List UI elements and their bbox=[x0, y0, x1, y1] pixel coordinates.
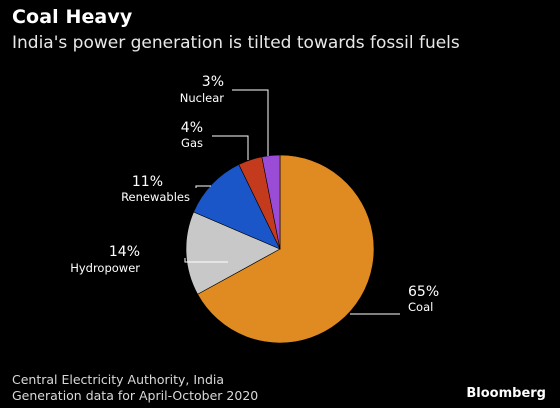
pie-slice-renewables bbox=[193, 164, 281, 250]
value-label-renewables: 11% bbox=[132, 174, 163, 190]
chart-title: Coal Heavy bbox=[12, 6, 133, 28]
leader-line-hydropower bbox=[184, 258, 228, 263]
leader-line-renewables bbox=[195, 185, 211, 188]
pie-slice-coal bbox=[197, 154, 375, 344]
category-label-renewables: Renewables bbox=[121, 190, 190, 204]
value-label-nuclear: 3% bbox=[202, 74, 224, 90]
source-line-1: Central Electricity Authority, India bbox=[12, 372, 225, 387]
value-label-gas: 4% bbox=[181, 120, 203, 136]
value-label-coal: 65% bbox=[408, 284, 439, 300]
pie-slice-nuclear bbox=[261, 154, 281, 250]
source-line-2: Generation data for April-October 2020 bbox=[12, 388, 259, 403]
chart-subtitle: India's power generation is tilted towar… bbox=[12, 33, 460, 53]
category-label-gas: Gas bbox=[181, 136, 203, 150]
category-label-nuclear: Nuclear bbox=[180, 91, 225, 105]
bloomberg-logo: Bloomberg bbox=[466, 386, 546, 401]
leader-line-nuclear bbox=[232, 89, 269, 156]
leader-line-gas bbox=[212, 135, 249, 160]
category-label-hydropower: Hydropower bbox=[70, 261, 140, 275]
pie-slice-hydropower bbox=[185, 211, 281, 295]
value-label-hydropower: 14% bbox=[109, 244, 140, 260]
category-label-coal: Coal bbox=[408, 300, 433, 314]
source-note: Central Electricity Authority, India Gen… bbox=[12, 372, 258, 404]
